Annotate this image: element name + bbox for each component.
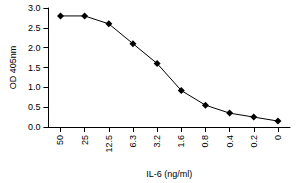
svg-text:0.2: 0.2 <box>249 135 259 148</box>
svg-text:3.2: 3.2 <box>152 135 162 148</box>
svg-text:6.3: 6.3 <box>128 135 138 148</box>
svg-text:1.6: 1.6 <box>176 135 186 148</box>
svg-text:1.5: 1.5 <box>28 63 41 73</box>
svg-text:12.5: 12.5 <box>104 135 114 153</box>
svg-text:50: 50 <box>55 135 65 145</box>
svg-text:0.5: 0.5 <box>28 102 41 112</box>
svg-text:2.0: 2.0 <box>28 43 41 53</box>
svg-text:1.0: 1.0 <box>28 82 41 92</box>
svg-text:0.8: 0.8 <box>200 135 210 148</box>
svg-text:25: 25 <box>80 135 90 145</box>
svg-text:0: 0 <box>273 135 283 140</box>
svg-text:0.0: 0.0 <box>28 122 41 132</box>
svg-text:OD 405nm: OD 405nm <box>8 46 18 90</box>
svg-text:0.4: 0.4 <box>225 135 235 148</box>
svg-text:IL-6 (ng/ml): IL-6 (ng/ml) <box>146 169 192 179</box>
svg-text:2.5: 2.5 <box>28 23 41 33</box>
svg-text:3.0: 3.0 <box>28 3 41 13</box>
